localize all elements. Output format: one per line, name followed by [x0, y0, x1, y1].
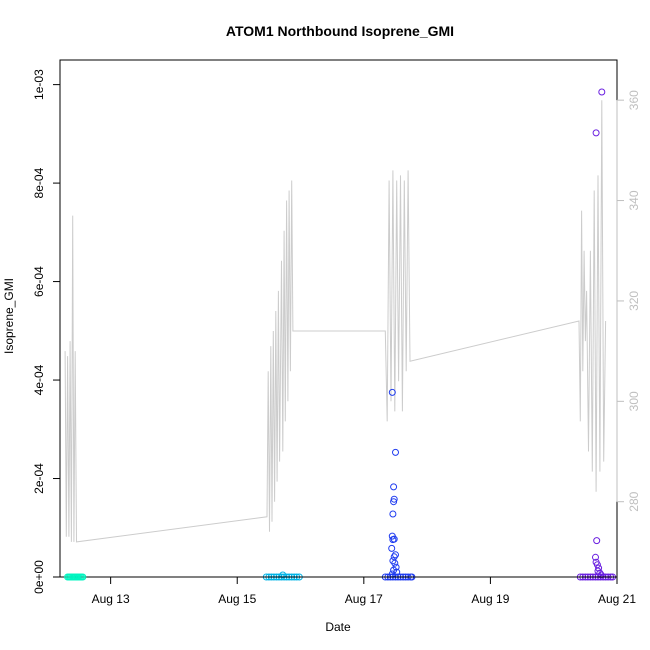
data-point-3-21	[389, 536, 397, 544]
y-tick-label-4: 6e-04	[32, 266, 46, 297]
y-right-tick-label-5: 360	[627, 90, 641, 110]
data-point-3-15	[390, 483, 398, 491]
data-point-3-14	[392, 448, 399, 456]
x-axis: Aug 13 Aug 15 Aug 17 Aug 19 Aug 21	[92, 576, 636, 606]
x-tick-label-1: Aug 13	[92, 592, 130, 606]
x-tick-label-3: Aug 17	[345, 592, 383, 606]
data-point-3-13	[388, 388, 396, 396]
y-tick-label-1: 0e+00	[32, 560, 46, 594]
data-point-4-15	[592, 129, 600, 137]
x-tick-label-2: Aug 15	[218, 592, 256, 606]
data-point-4-21	[595, 564, 603, 572]
data-point-3-17	[390, 498, 398, 506]
data-point-4-18	[592, 553, 599, 561]
y-tick-label-3: 4e-04	[32, 364, 46, 395]
point-series	[64, 88, 617, 581]
y-right-tick-label-2: 300	[627, 391, 641, 411]
y-tick-label-6: 1e-03	[32, 69, 46, 100]
data-point-4-24	[597, 571, 605, 579]
x-tick-label-4: Aug 19	[471, 592, 509, 606]
data-point-1-13	[79, 573, 87, 581]
y-axis: 0e+00 2e-04 4e-04 6e-04 8e-04 1e-03	[32, 69, 60, 594]
y-right-tick-label-3: 320	[627, 291, 641, 311]
line-series	[64, 100, 607, 543]
y-tick-label-5: 8e-04	[32, 167, 46, 198]
data-point-3-23	[392, 551, 399, 559]
chart-title: ATOM1 Northbound Isoprene_GMI	[226, 23, 454, 39]
x-axis-label: Date	[325, 620, 351, 634]
data-point-2-15	[279, 571, 287, 579]
data-point-3-26	[391, 559, 399, 567]
y-right-tick-label-4: 340	[627, 190, 641, 210]
y-right-tick-label-1: 280	[627, 491, 641, 511]
x-tick-label-5: Aug 21	[598, 592, 636, 606]
data-point-4-23	[596, 569, 604, 577]
data-point-3-24	[390, 553, 398, 561]
y-tick-label-2: 2e-04	[32, 463, 46, 494]
data-point-3-22	[388, 544, 396, 552]
data-point-4-16	[598, 88, 606, 96]
line-series-path	[64, 100, 607, 543]
y-axis-label: Isoprene_GMI	[2, 278, 16, 354]
data-point-4-17	[593, 537, 601, 545]
y-right-axis: 280 300 320 340 360	[616, 90, 641, 512]
data-point-3-18	[389, 510, 397, 518]
data-point-3-29	[393, 568, 401, 576]
plot-frame	[59, 59, 618, 578]
